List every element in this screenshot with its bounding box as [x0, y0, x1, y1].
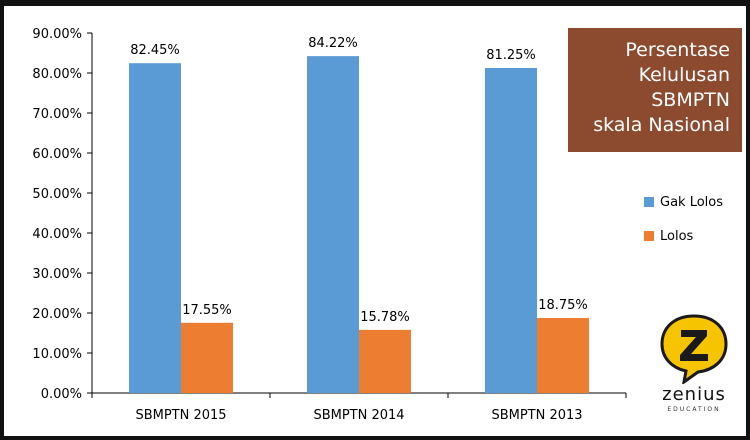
logo-subtitle: EDUCATION [667, 406, 721, 413]
legend-swatch [644, 197, 654, 207]
chart-title-box: Persentase Kelulusan SBMPTN skala Nasion… [568, 28, 742, 152]
legend: Gak Lolos Lolos [644, 195, 723, 244]
data-label: 17.55% [182, 303, 232, 318]
legend-label: Lolos [660, 229, 694, 244]
bar-lolos [537, 318, 589, 393]
title-line-2: Kelulusan [638, 64, 730, 86]
logo-wordmark: zenius [662, 384, 726, 405]
y-tick-label: 90.00% [32, 27, 82, 42]
y-tick-label: 80.00% [32, 67, 82, 82]
bar-gak-lolos [485, 68, 537, 393]
bar-lolos [359, 329, 411, 393]
y-tick-label: 50.00% [32, 187, 82, 202]
bar-chart: 0.00% 10.00% 20.00% 30.00% 40.00% 50.00% 60.00… [32, 27, 723, 423]
y-tick-label: 20.00% [32, 307, 82, 322]
y-tick-label: 40.00% [32, 227, 82, 242]
bar-gak-lolos [129, 63, 181, 393]
y-tick-label: 10.00% [32, 347, 82, 362]
y-tick-label: 60.00% [32, 147, 82, 162]
y-tick-label: 30.00% [32, 267, 82, 282]
data-label: 82.45% [130, 43, 180, 58]
title-line-1: Persentase [625, 39, 730, 61]
data-label: 81.25% [486, 48, 536, 63]
y-tick-label: 70.00% [32, 107, 82, 122]
category-label: SBMPTN 2015 [135, 408, 226, 423]
data-labels: 82.45% 17.55% 84.22% 15.78% 81.25% 18.75% [130, 36, 588, 325]
y-tick-label: 0.00% [41, 387, 82, 402]
zenius-z-speech-bubble-icon [660, 314, 728, 384]
data-label: 84.22% [308, 36, 358, 51]
y-axis: 0.00% 10.00% 20.00% 30.00% 40.00% 50.00% 60.00… [32, 27, 627, 402]
legend-swatch [644, 231, 654, 241]
bar-gak-lolos [307, 56, 359, 394]
bars [129, 56, 589, 394]
data-label: 15.78% [360, 310, 410, 325]
x-axis-categories: SBMPTN 2015 SBMPTN 2014 SBMPTN 2013 [135, 408, 582, 423]
title-line-4: skala Nasional [593, 114, 730, 136]
chart-frame: 0.00% 10.00% 20.00% 30.00% 40.00% 50.00% 60.00… [4, 6, 746, 436]
title-line-3: SBMPTN [651, 89, 730, 111]
category-label: SBMPTN 2014 [313, 408, 404, 423]
legend-label: Gak Lolos [660, 195, 723, 210]
data-label: 18.75% [538, 298, 588, 313]
bar-lolos [181, 322, 233, 393]
zenius-logo: zenius EDUCATION [654, 312, 734, 422]
category-label: SBMPTN 2013 [491, 408, 582, 423]
